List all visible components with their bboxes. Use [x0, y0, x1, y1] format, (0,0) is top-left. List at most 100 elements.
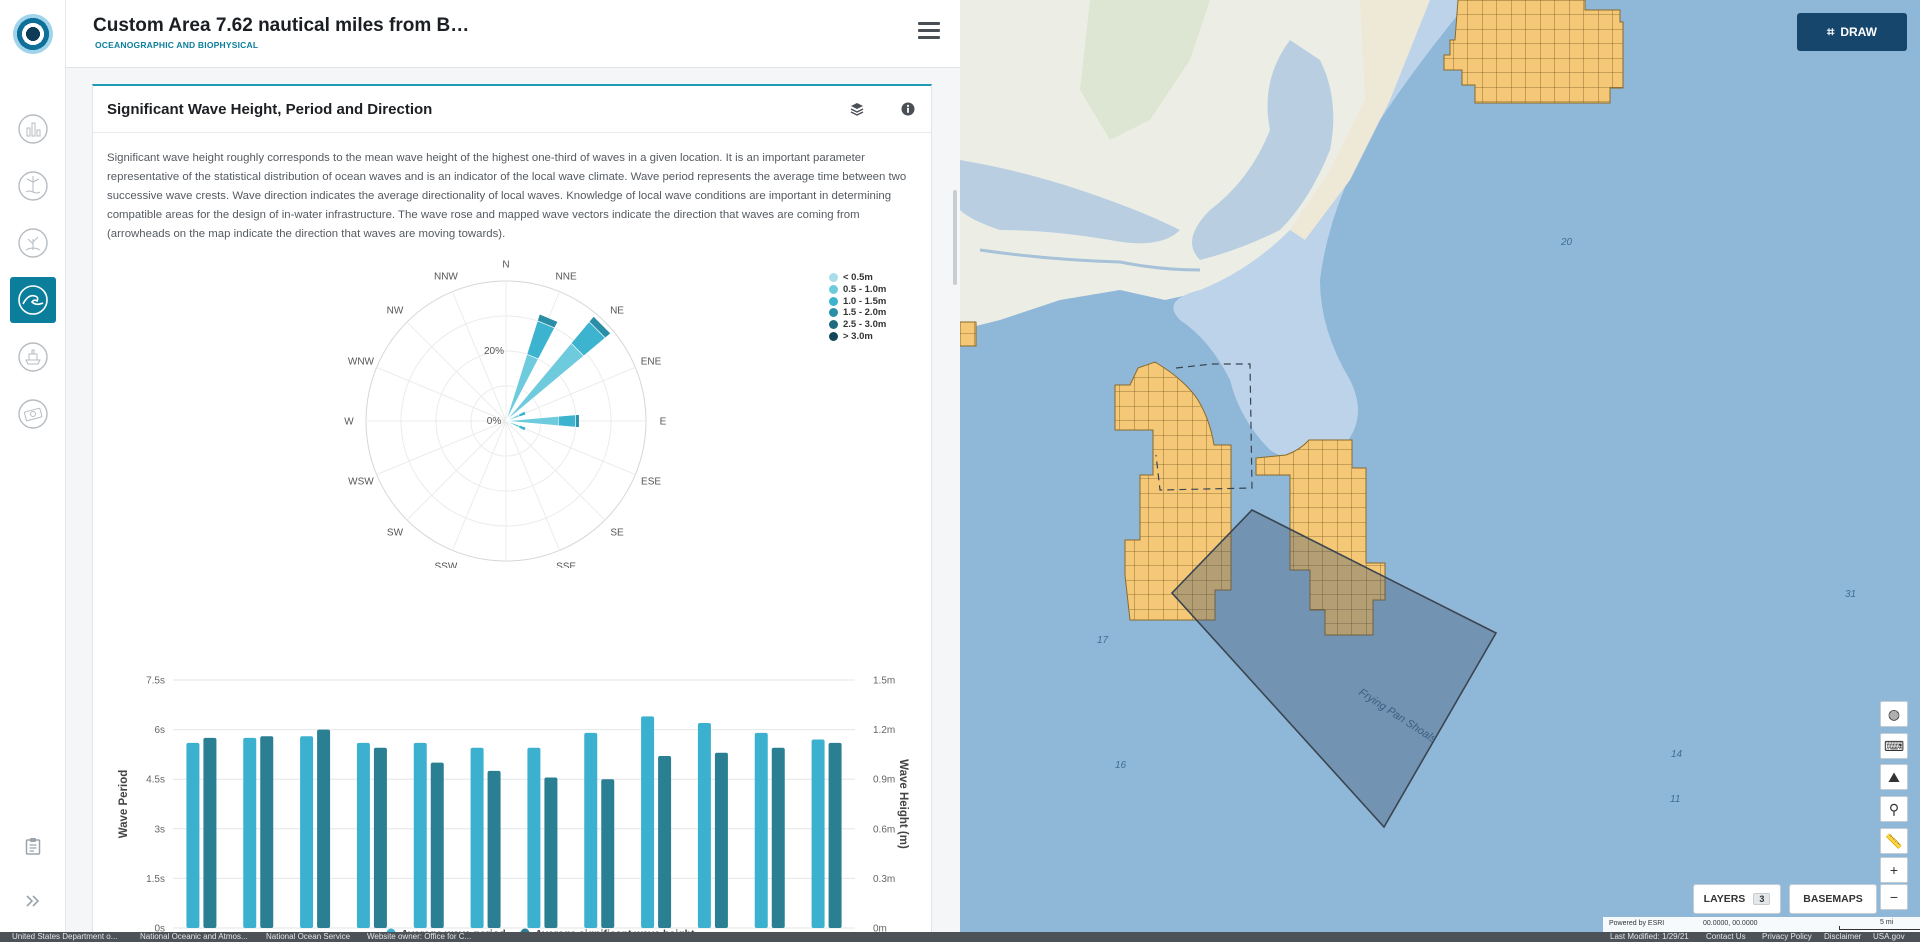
bar-wave-height[interactable]: [430, 762, 444, 928]
bar-wave-period[interactable]: [754, 732, 768, 928]
wave-bar-chart: 0s 1.5s 3s 4.5s 6s 7.5s 0m 0.3m 0.6m 0.9m 1.2m 1.5m…: [118, 676, 909, 934]
y2-tick-label: 0.3m: [873, 874, 895, 885]
layers-button[interactable]: LAYERS 3: [1693, 884, 1781, 914]
legend-label: 1.5 - 2.0m: [843, 307, 887, 319]
bar-wave-period[interactable]: [527, 747, 541, 928]
basemaps-button[interactable]: BASEMAPS: [1789, 884, 1877, 914]
bar-legend-label[interactable]: Average wave period: [401, 928, 506, 934]
bar-wave-height[interactable]: [260, 736, 274, 928]
rail-item-offshore-wind[interactable]: [10, 163, 56, 209]
rail-item-money[interactable]: [10, 391, 56, 437]
footer-link[interactable]: Contact Us: [1706, 932, 1746, 941]
expand-chevrons-icon[interactable]: [23, 891, 43, 911]
offshore-wind-icon: [18, 171, 48, 201]
esri-attribution: Powered by ESRI: [1609, 920, 1665, 927]
bar-wave-height[interactable]: [828, 742, 842, 928]
rail-item-bar-chart[interactable]: [10, 106, 56, 152]
bar-wave-period[interactable]: [356, 742, 370, 928]
site-footer: United States Department o... National O…: [0, 932, 1920, 942]
footer-link[interactable]: USA.gov: [1873, 932, 1905, 941]
rose-legend-item[interactable]: 0.5 - 1.0m: [829, 284, 886, 296]
rose-direction-label: ENE: [641, 356, 662, 367]
bar-wave-height[interactable]: [714, 752, 728, 928]
rail-item-ship[interactable]: [10, 334, 56, 380]
bar-wave-period[interactable]: [300, 736, 314, 928]
bar-wave-period[interactable]: [186, 742, 200, 928]
footer-link[interactable]: United States Department o...: [12, 932, 118, 941]
clipboard-icon[interactable]: [23, 836, 43, 856]
draw-icon: ⌗: [1827, 24, 1835, 39]
rose-legend-item[interactable]: < 0.5m: [829, 272, 886, 284]
rose-direction-label: NE: [610, 305, 624, 316]
footer-link[interactable]: National Ocean Service: [266, 932, 351, 941]
bar-wave-period[interactable]: [470, 747, 484, 928]
bar-wave-height[interactable]: [658, 756, 672, 928]
bar-wave-period[interactable]: [243, 737, 257, 928]
bar-wave-period[interactable]: [584, 732, 598, 928]
legend-label: 0.5 - 1.0m: [843, 284, 887, 296]
rose-legend-item[interactable]: 1.0 - 1.5m: [829, 295, 886, 307]
rose-direction-label: SSW: [435, 562, 458, 568]
rail-item-ocean-wave[interactable]: [10, 277, 56, 323]
legend-swatch: [829, 285, 838, 295]
bar-wave-height[interactable]: [373, 747, 387, 928]
bar-wave-period[interactable]: [811, 739, 825, 928]
zoom-in-icon[interactable]: +: [1880, 857, 1908, 883]
zoom-out-icon[interactable]: −: [1880, 884, 1908, 910]
measure-icon[interactable]: 📏: [1880, 828, 1908, 854]
wave-rose-chart: NNNENEENEEESESESSESSSWSWWSWWWNWNWNNW0%20…: [344, 260, 666, 569]
map-view[interactable]: 20 17 16 31 14 11 Frying Pan Shoals ⌗ DR…: [960, 0, 1920, 932]
rose-wedge[interactable]: [537, 313, 559, 329]
rose-legend-item[interactable]: > 3.0m: [829, 330, 886, 342]
app-logo[interactable]: [13, 14, 53, 54]
info-icon[interactable]: [899, 100, 917, 118]
rose-direction-label: NNE: [556, 271, 577, 282]
y-tick-label: 7.5s: [146, 676, 165, 687]
hamburger-menu-icon[interactable]: [918, 22, 940, 44]
bar-wave-height[interactable]: [487, 770, 501, 928]
lease-grid-north: [1443, 0, 1624, 104]
panel-scrollbar[interactable]: [953, 190, 957, 285]
coordinates-readout: 00.0000, 00.0000: [1703, 920, 1758, 927]
bar-wave-height[interactable]: [317, 729, 331, 928]
footer-link[interactable]: Disclaimer: [1824, 932, 1862, 941]
keyboard-icon[interactable]: ⌨: [1880, 733, 1908, 759]
rose-wedge[interactable]: [505, 342, 585, 422]
bar-legend-label[interactable]: Average significant wave height: [535, 928, 695, 934]
rose-legend-item[interactable]: 2.5 - 3.0m: [829, 319, 886, 331]
rose-direction-label: N: [502, 260, 509, 271]
map-layers-icon[interactable]: ⛰: [1880, 764, 1908, 790]
bar-wave-period[interactable]: [413, 742, 427, 928]
scale-line: [1839, 926, 1920, 930]
rose-wedge[interactable]: [575, 414, 580, 428]
footer-link[interactable]: Privacy Policy: [1762, 932, 1812, 941]
bar-wave-height[interactable]: [601, 779, 615, 928]
rose-wedge[interactable]: [557, 414, 577, 428]
rose-wedge[interactable]: [505, 353, 539, 422]
rose-wedge[interactable]: [588, 315, 612, 339]
search-icon[interactable]: ⚲: [1880, 796, 1908, 822]
ship-icon: [18, 342, 48, 372]
rose-wedge[interactable]: [526, 320, 556, 360]
bar-wave-period[interactable]: [697, 722, 711, 928]
bar-wave-period[interactable]: [641, 716, 655, 928]
rose-legend-item[interactable]: 1.5 - 2.0m: [829, 307, 886, 319]
rose-spoke: [505, 420, 636, 476]
rail-item-coral-habitat[interactable]: [10, 220, 56, 266]
draw-button[interactable]: ⌗ DRAW: [1797, 13, 1907, 51]
footer-link[interactable]: Website owner: Office for C...: [367, 932, 472, 941]
footer-link[interactable]: National Oceanic and Atmos...: [140, 932, 248, 941]
globe-icon[interactable]: ◍: [1880, 701, 1908, 727]
depth-label: 20: [1560, 237, 1573, 248]
layers-stack-icon[interactable]: [848, 100, 866, 118]
layers-count-badge: 3: [1753, 893, 1771, 905]
page-subtitle: OCEANOGRAPHIC AND BIOPHYSICAL: [95, 40, 259, 50]
bar-wave-height[interactable]: [203, 737, 217, 928]
bar-wave-height[interactable]: [771, 747, 785, 928]
rose-wedge[interactable]: [518, 410, 527, 418]
rose-direction-label: SSE: [556, 562, 576, 568]
legend-swatch: [829, 308, 838, 318]
map-canvas[interactable]: 20 17 16 31 14 11 Frying Pan Shoals: [960, 0, 1920, 932]
bar-wave-height[interactable]: [544, 777, 558, 928]
rose-wedge[interactable]: [518, 424, 527, 432]
